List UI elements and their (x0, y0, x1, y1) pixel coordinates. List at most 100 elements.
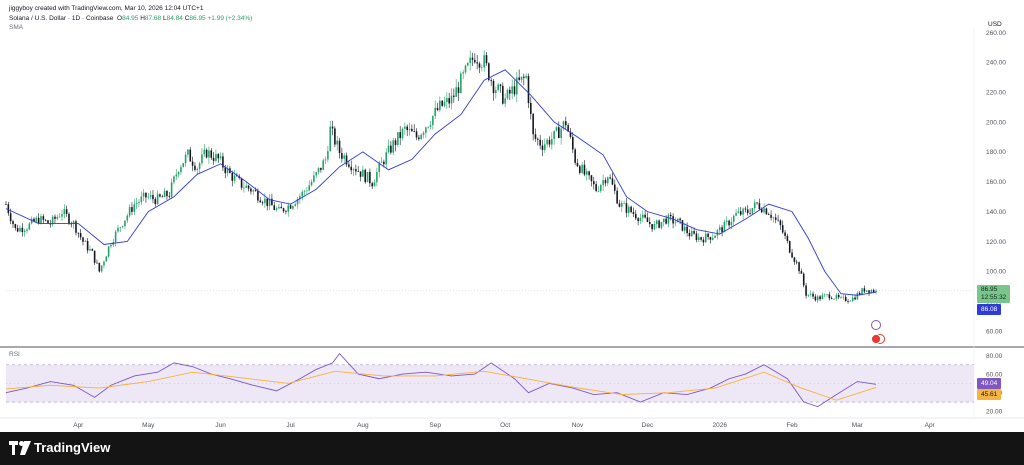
time-tick-label: May (142, 422, 155, 429)
candle-body (308, 185, 311, 191)
candle-body (784, 232, 786, 236)
candle-body (427, 126, 429, 128)
candle-body (147, 196, 150, 198)
candle-body (725, 220, 728, 222)
candle-body (126, 215, 129, 221)
candle-body (100, 265, 103, 272)
candle-body (751, 208, 754, 214)
candle-body (37, 217, 40, 224)
candle-body (93, 250, 96, 263)
candle-body (644, 214, 646, 218)
candle-body (96, 262, 98, 264)
candle-body (21, 227, 24, 233)
change-value: +1.99 (+2.34%) (207, 15, 253, 22)
time-tick-label: Jun (215, 422, 226, 429)
candle-body (77, 232, 80, 234)
candle-body (208, 150, 210, 158)
candle-body (634, 213, 637, 219)
high-value: 87.68 (144, 15, 162, 22)
rsi-ma-value-badge: 45.61 (977, 389, 1002, 400)
candle-body (58, 216, 61, 218)
candle-body (26, 229, 28, 231)
candle-body (142, 192, 145, 197)
candle-body (455, 87, 457, 97)
candle-body (669, 214, 672, 217)
candle-body (84, 240, 87, 242)
open-label: O (117, 15, 123, 22)
candle-body (296, 198, 299, 205)
candle-body (756, 202, 758, 204)
candle-body (191, 161, 194, 166)
candle-body (798, 262, 800, 272)
candle-body (357, 171, 360, 173)
candle-body (723, 221, 726, 233)
candle-body (425, 127, 427, 133)
candle-body (275, 208, 278, 210)
candle-body (362, 169, 364, 177)
candle-body (606, 177, 609, 184)
candle-body (826, 294, 828, 296)
candle-body (166, 190, 168, 197)
candle-body (760, 209, 763, 213)
candle-body (371, 183, 374, 187)
candle-body (627, 206, 630, 213)
rsi-indicator-label[interactable]: RSI (9, 351, 20, 358)
candle-body (779, 220, 782, 226)
candle-body (821, 295, 824, 300)
candle-body (376, 172, 378, 183)
candle-body (530, 102, 532, 114)
candle-body (623, 203, 625, 204)
candle-body (716, 230, 719, 236)
sma-indicator-label[interactable]: SMA (9, 24, 24, 31)
candle-body (89, 249, 91, 251)
candle-body (217, 154, 220, 159)
candle-body (618, 203, 621, 207)
candle-body (161, 196, 164, 198)
candle-body (840, 297, 842, 298)
candle-body (149, 195, 152, 197)
sma-line (5, 69, 877, 296)
price-tick-label: 240.00 (986, 60, 1006, 67)
candle-body (322, 160, 325, 170)
candle-body (464, 65, 467, 73)
candle-body (541, 145, 544, 150)
candle-body (163, 190, 166, 197)
price-tick-label: 160.00 (986, 179, 1006, 186)
candle-body (835, 294, 838, 299)
time-tick-label: Feb (786, 422, 798, 429)
time-tick-label: Aug (357, 422, 369, 429)
candle-body (28, 223, 31, 230)
candle-body (730, 221, 733, 226)
candle-body (772, 217, 775, 219)
candle-body (19, 227, 21, 232)
candle-body (732, 215, 735, 222)
candle-body (219, 156, 222, 159)
chart-area[interactable]: 60.00 80.00 100.00 120.00 140.00 160.00 180.00… (0, 0, 1024, 432)
candle-body (117, 227, 119, 232)
candle-body (254, 190, 257, 192)
candle-body (282, 208, 285, 212)
candle-body (16, 228, 19, 232)
candle-body (390, 145, 392, 153)
candle-body (474, 59, 476, 63)
candle-body (639, 217, 642, 222)
time-tick-label: Mar (852, 422, 864, 429)
candle-body (641, 214, 644, 218)
candle-body (702, 239, 705, 243)
candle-body (378, 162, 381, 173)
candle-body (23, 230, 26, 233)
candle-body (392, 140, 394, 153)
candle-body (558, 127, 560, 139)
candle-body (462, 72, 464, 74)
candle-body (224, 167, 227, 174)
candle-body (611, 178, 614, 185)
candle-body (338, 140, 341, 154)
candle-body (205, 149, 208, 158)
candle-body (795, 261, 798, 263)
candle-body (502, 85, 504, 104)
candle-body (660, 221, 663, 228)
candle-body (602, 180, 604, 186)
high-label: H (140, 15, 145, 22)
candle-body (781, 225, 784, 233)
candle-body (343, 155, 346, 159)
